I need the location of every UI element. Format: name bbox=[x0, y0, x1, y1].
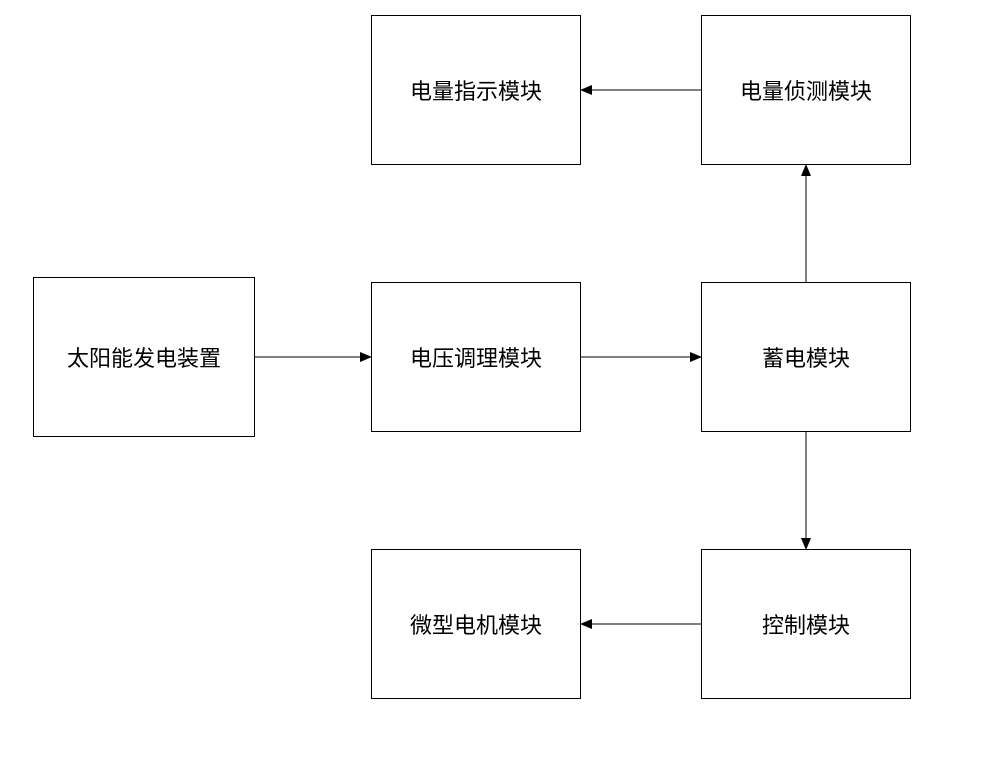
node-label: 电量侦测模块 bbox=[740, 74, 872, 106]
node-label: 电压调理模块 bbox=[410, 341, 542, 373]
node-label: 电量指示模块 bbox=[410, 74, 542, 106]
node-label: 太阳能发电装置 bbox=[67, 341, 221, 373]
node-detect: 电量侦测模块 bbox=[701, 15, 911, 165]
node-label: 蓄电模块 bbox=[762, 341, 850, 373]
node-label: 控制模块 bbox=[762, 608, 850, 640]
node-control: 控制模块 bbox=[701, 549, 911, 699]
node-solar: 太阳能发电装置 bbox=[33, 277, 255, 437]
diagram-canvas: 太阳能发电装置 电压调理模块 蓄电模块 电量指示模块 电量侦测模块 微型电机模块… bbox=[0, 0, 1000, 769]
node-storage: 蓄电模块 bbox=[701, 282, 911, 432]
node-voltage: 电压调理模块 bbox=[371, 282, 581, 432]
node-label: 微型电机模块 bbox=[410, 608, 542, 640]
node-indicator: 电量指示模块 bbox=[371, 15, 581, 165]
node-micro: 微型电机模块 bbox=[371, 549, 581, 699]
